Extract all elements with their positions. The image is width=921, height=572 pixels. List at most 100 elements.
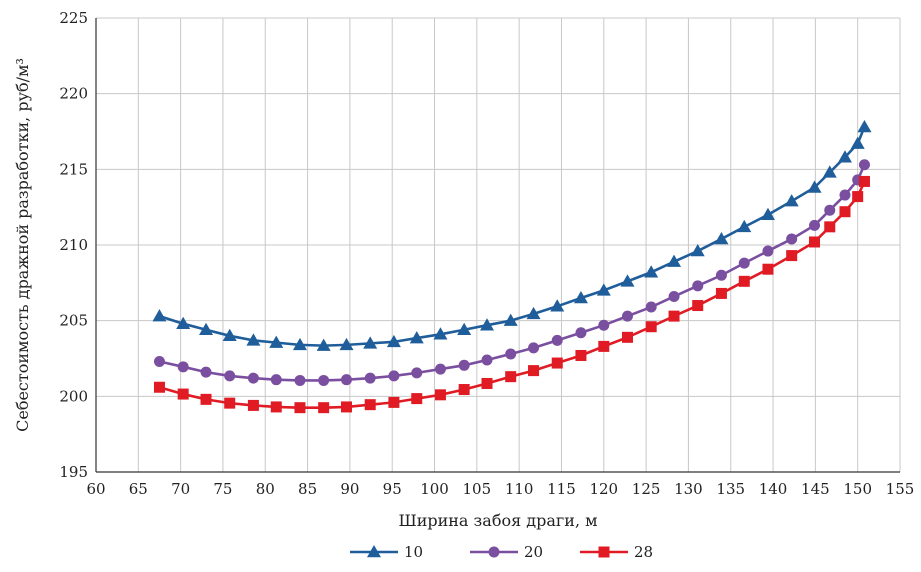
data-point [738,257,750,269]
data-point [246,333,261,346]
x-tick-label: 140 [759,480,788,498]
data-point [690,244,705,257]
data-point [363,336,378,349]
data-point [857,119,872,133]
y-tick-label: 205 [59,312,88,330]
data-point [458,384,470,396]
data-point [224,370,236,382]
legend: 10 20 28 [350,543,653,561]
data-point [411,393,423,405]
data-point [551,334,563,346]
data-point [824,204,836,216]
data-point [153,356,165,368]
data-point [457,322,472,335]
x-tick-label: 75 [213,480,232,498]
data-point [668,310,680,322]
data-point [858,175,870,187]
data-point [714,231,729,245]
data-point [318,402,330,414]
data-point [316,338,331,351]
legend-label: 20 [524,543,543,561]
data-point [339,337,354,351]
x-tick-label: 145 [801,480,830,498]
data-point [270,401,282,413]
legend-marker [488,546,500,558]
series-28 [153,175,870,414]
y-tick-labels: 195 200 205 210 215 220 225 [59,9,88,481]
data-point [479,318,494,331]
series-group [152,119,872,414]
data-point [621,331,633,343]
data-point [341,401,353,413]
data-point [152,309,167,322]
data-point [200,366,212,378]
x-tick-label: 105 [463,480,492,498]
data-point [852,191,864,203]
x-tick-label: 120 [589,480,618,498]
data-point [153,381,165,393]
data-point [824,221,836,233]
data-point [269,335,284,348]
data-point [388,396,400,408]
data-point [809,219,821,231]
data-point [839,189,851,201]
data-point [762,263,774,275]
series-20 [153,159,870,386]
data-point [692,300,704,312]
data-point [762,245,774,257]
data-point [481,377,493,389]
x-tick-label: 155 [886,480,915,498]
data-point [737,219,752,233]
data-point [318,374,330,386]
y-tick-label: 195 [59,463,88,481]
data-point [598,319,610,331]
data-point [434,363,446,375]
x-tick-label: 95 [383,480,402,498]
data-point [760,207,775,220]
data-point [645,321,657,333]
data-point [247,399,259,411]
x-tick-label: 135 [716,480,745,498]
data-point [481,354,493,366]
data-point [341,374,353,386]
axes [95,18,900,473]
legend-marker [598,546,610,558]
data-point [575,349,587,361]
data-point [621,310,633,322]
data-point [526,306,541,320]
data-point [222,328,237,342]
x-tick-labels: 60 65 70 75 80 85 90 95 100 105 110 115 120 125 130 135… [86,480,914,498]
data-point [715,287,727,299]
x-tick-label: 80 [256,480,275,498]
x-tick-label: 60 [86,480,105,498]
data-point [551,357,563,369]
data-point [644,265,659,278]
data-point [620,274,635,287]
data-point [786,233,798,245]
y-tick-label: 225 [59,9,88,27]
data-point [409,331,424,344]
data-point [850,136,865,149]
data-point [270,374,282,386]
data-point [434,389,446,401]
x-tick-label: 100 [420,480,449,498]
data-point [458,359,470,371]
data-point [786,250,798,262]
data-point [715,269,727,281]
data-point [177,388,189,400]
legend-label: 10 [404,543,423,561]
data-point [668,290,680,302]
x-tick-label: 125 [632,480,661,498]
legend-marker [367,545,381,558]
data-point [738,275,750,287]
x-tick-label: 85 [298,480,317,498]
data-point [505,371,517,383]
data-point [505,348,517,360]
data-point [528,342,540,354]
y-tick-label: 210 [59,236,88,254]
y-axis-label: Себестоимость дражной разработки, руб/м³ [13,58,32,432]
x-tick-label: 115 [547,480,576,498]
data-point [247,372,259,384]
data-point [364,372,376,384]
